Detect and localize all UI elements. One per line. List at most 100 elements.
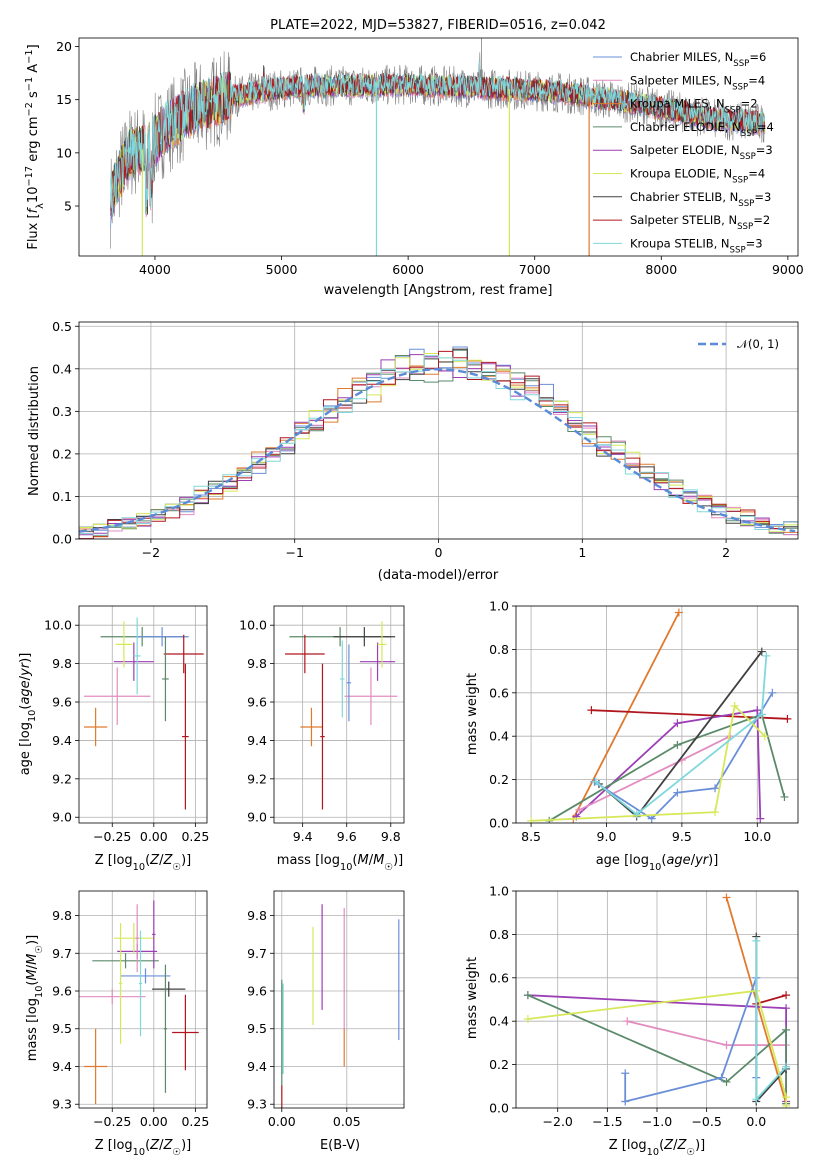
gaussian-reference-line — [79, 368, 796, 533]
x-tick-label: 8.5 — [521, 829, 541, 844]
series-marker — [527, 816, 536, 823]
y-tick-label: 9.0 — [247, 810, 267, 825]
x-tick-label: −1 — [285, 545, 303, 560]
y-axis-label: mass weight — [465, 957, 480, 1039]
series-marker — [756, 814, 765, 823]
y-axis-label: mass [log10(M/M☉)] — [25, 935, 45, 1061]
y-tick-label: 0.0 — [489, 816, 509, 831]
y-tick-label: 9.8 — [247, 656, 267, 671]
series-marker — [674, 608, 683, 617]
spectrum-panel: 4000 5000 6000 7000 8000 9000 5 10 15 20 PLATE=202… — [24, 18, 804, 298]
series-marker — [757, 647, 766, 656]
x-tick-label: 6000 — [392, 262, 424, 277]
series-marker — [623, 1017, 632, 1026]
series-marker — [717, 1073, 726, 1082]
series-marker — [760, 732, 769, 741]
x-tick-label: −2.0 — [543, 1114, 573, 1129]
y-tick-label: 10 — [56, 145, 72, 160]
legend-label: 𝒩(0, 1) — [737, 337, 779, 351]
series-marker — [762, 651, 771, 660]
y-tick-label: 15 — [56, 92, 72, 107]
series-marker — [752, 936, 761, 945]
y-tick-label: 9.7 — [247, 946, 267, 961]
x-tick-label: 9.6 — [337, 829, 357, 844]
mass-weight-vs-age-panel-plot-area — [516, 606, 798, 823]
y-tick-label: 5 — [64, 199, 72, 214]
series-marker — [621, 1069, 630, 1078]
histogram-step — [79, 355, 798, 536]
y-tick-label: 20 — [56, 39, 72, 54]
y-tick-label: 0.4 — [489, 729, 509, 744]
x-tick-label: 0.00 — [140, 829, 168, 844]
series-marker — [621, 1097, 630, 1106]
x-tick-label: 9.0 — [597, 829, 617, 844]
series-marker — [632, 810, 641, 819]
mass-vs-extinction-panel-frame — [273, 890, 405, 1109]
residual-panel: −2 −1 0 1 2 0.0 0.1 0.2 0.3 0.4 0.5 (data-model)/er… — [27, 319, 799, 583]
y-tick-label: 9.5 — [52, 1021, 72, 1036]
y-axis-label: Flux [fλ10−17 erg cm−2 s−1 A−1] — [24, 44, 46, 249]
x-tick-label: 9.5 — [672, 829, 692, 844]
x-tick-label: 10.0 — [743, 829, 771, 844]
age-vs-metallicity-panel: −0.25 0.00 0.25 9.0 9.2 9.4 9.6 9.8 10.0 Z [log10… — [18, 605, 209, 873]
series-marker — [782, 1004, 791, 1013]
x-axis-label: age [log10(age/yr)] — [596, 853, 719, 873]
y-tick-label: 0.2 — [489, 772, 509, 787]
x-tick-label: 9.4 — [293, 829, 313, 844]
y-tick-label: 0.5 — [52, 319, 72, 334]
series-line — [572, 612, 680, 820]
x-axis-label: Z [log10(Z/Z☉)] — [95, 853, 192, 873]
mass-vs-extinction-panel: 0.00 0.05 9.3 9.4 9.5 9.6 9.7 9.8 E(B-V) — [247, 890, 405, 1153]
y-tick-label: 9.3 — [247, 1097, 267, 1112]
series-marker — [782, 1093, 791, 1102]
mass-vs-metallicity-panel-frame — [78, 890, 208, 1109]
mass-weight-vs-age-panel: 8.5 9.0 9.5 10.0 0.0 0.2 0.4 0.6 0.8 1.0 age [log1… — [465, 599, 799, 873]
series-marker — [783, 714, 792, 723]
y-tick-label: 1.0 — [489, 884, 509, 899]
legend-label: Chabrier ELODIE, NSSP=4 — [630, 120, 774, 139]
y-tick-label: 0.2 — [52, 446, 72, 461]
legend-label: Salpeter STELIB, NSSP=2 — [630, 213, 770, 232]
series-marker — [722, 1077, 731, 1086]
series-marker — [711, 784, 720, 793]
series-marker — [673, 719, 682, 728]
series-marker — [591, 777, 600, 786]
x-axis-label: Z [log10(Z/Z☉)] — [609, 1138, 706, 1158]
y-tick-label: 9.2 — [247, 771, 267, 786]
chart-title: PLATE=2022, MJD=53827, FIBERID=0516, z=0… — [270, 18, 606, 33]
x-tick-label: 0.05 — [333, 1114, 361, 1129]
series-marker — [782, 1062, 791, 1071]
x-tick-label: 2 — [722, 545, 730, 560]
age-vs-metallicity-panel-frame — [78, 605, 208, 824]
x-tick-label: −0.5 — [691, 1114, 721, 1129]
age-vs-mass-panel-plot-area — [274, 606, 404, 823]
x-tick-label: −1.0 — [642, 1114, 672, 1129]
series-marker — [780, 792, 789, 801]
y-tick-label: 9.0 — [52, 810, 72, 825]
y-tick-label: 9.5 — [247, 1021, 267, 1036]
series-marker — [722, 1041, 731, 1050]
y-tick-label: 9.6 — [247, 695, 267, 710]
y-tick-label: 0.0 — [52, 532, 72, 547]
y-tick-label: 9.6 — [247, 984, 267, 999]
y-tick-label: 9.4 — [247, 733, 267, 748]
y-tick-label: 10.0 — [44, 618, 72, 633]
x-tick-label: −0.25 — [93, 1114, 131, 1129]
x-tick-label: 0.00 — [268, 1114, 296, 1129]
x-tick-label: 9.8 — [381, 829, 401, 844]
mass-weight-vs-metallicity-panel-plot-area — [516, 891, 798, 1108]
y-tick-label: 0.1 — [52, 489, 72, 504]
y-tick-label: 9.2 — [52, 771, 72, 786]
series-marker — [753, 706, 762, 715]
legend-label: Chabrier MILES, NSSP=6 — [630, 50, 766, 69]
y-tick-label: 0.2 — [489, 1057, 509, 1072]
y-tick-label: 9.4 — [52, 733, 72, 748]
y-tick-label: 9.4 — [247, 1059, 267, 1074]
x-tick-label: 0.00 — [140, 1114, 168, 1129]
legend-label: Kroupa STELIB, NSSP=3 — [630, 236, 763, 255]
x-tick-label: 0.0 — [746, 1114, 766, 1129]
residual-panel-frame — [78, 321, 799, 540]
y-tick-label: 0.4 — [489, 1014, 509, 1029]
x-tick-label: 9000 — [772, 262, 804, 277]
